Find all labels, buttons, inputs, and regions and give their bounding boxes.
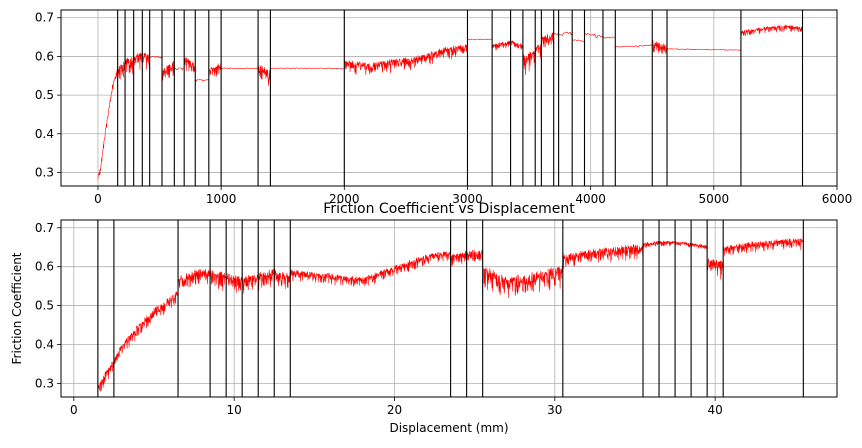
top-chart-series-segment bbox=[257, 65, 271, 86]
top-chart-series-segment bbox=[558, 31, 573, 36]
top-chart-y-tick-label: 0.5 bbox=[35, 88, 54, 102]
top-chart-vlines bbox=[117, 10, 804, 186]
bottom-chart-y-tick-label: 0.5 bbox=[35, 299, 54, 313]
bottom-chart-x-tick-label: 30 bbox=[547, 403, 562, 417]
bottom-chart-series-segment bbox=[482, 265, 564, 299]
top-chart-series-segment bbox=[602, 36, 616, 39]
bottom-chart-series-segment bbox=[706, 258, 724, 280]
bottom-chart-series-segment bbox=[722, 238, 804, 256]
top-chart-series-segment bbox=[667, 48, 742, 51]
top-chart-series-segment bbox=[584, 33, 604, 39]
top-chart-x-tick-label: 4000 bbox=[575, 192, 606, 206]
top-chart-x-ticks: 0 1000 2000 3000 4000 5000 6000 bbox=[94, 186, 852, 206]
top-chart-series-segment bbox=[571, 38, 585, 43]
bottom-chart-y-ticks: 0.3 0.4 0.5 0.6 0.7 bbox=[35, 221, 61, 390]
bottom-chart-x-tick-label: 10 bbox=[227, 403, 242, 417]
top-chart: 0 1000 2000 3000 4000 5000 6000 0.30.40.50.60.… bbox=[35, 9, 852, 206]
top-chart-series-segment bbox=[522, 43, 542, 76]
top-chart-series-segment bbox=[467, 38, 493, 41]
bottom-chart-series-segment bbox=[562, 244, 644, 269]
top-chart-x-tick-label: 3000 bbox=[452, 192, 483, 206]
bottom-chart-x-tick-label: 40 bbox=[708, 403, 723, 417]
bottom-chart-y-tick-label: 0.3 bbox=[35, 376, 54, 390]
top-chart-series-segment bbox=[651, 40, 668, 55]
top-chart-series-segment bbox=[541, 32, 554, 48]
top-chart-series-segment bbox=[615, 44, 653, 48]
bottom-chart-vlines bbox=[97, 220, 804, 397]
bottom-chart-y-tick-label: 0.6 bbox=[35, 260, 54, 274]
top-chart-series-segment bbox=[344, 44, 468, 76]
top-chart-y-tick-label: 0.3 bbox=[35, 165, 54, 179]
top-chart-series-segment bbox=[208, 63, 222, 77]
top-chart-series-segment bbox=[553, 33, 559, 36]
top-chart-x-tick-label: 0 bbox=[94, 192, 102, 206]
bottom-chart-x-tick-label: 0 bbox=[70, 403, 78, 417]
top-chart-series-segment bbox=[510, 39, 524, 50]
bottom-chart-series-segment bbox=[97, 291, 179, 392]
top-chart-y-tick-label: 0.4 bbox=[35, 127, 54, 141]
top-chart-y-tick-label: 0.6 bbox=[35, 49, 54, 63]
bottom-chart-x-ticks: 0 10 20 30 40 bbox=[70, 397, 723, 417]
bottom-chart-title: Friction Coefficient vs Displacement bbox=[323, 201, 575, 217]
top-chart-x-tick-label: 1000 bbox=[206, 192, 237, 206]
top-chart-series-segment bbox=[491, 40, 511, 51]
top-chart-series-segment bbox=[97, 68, 118, 180]
top-chart-x-tick-label: 6000 bbox=[822, 192, 853, 206]
top-chart-y-ticks: 0.3 0.4 0.5 0.6 0.7 bbox=[35, 11, 61, 179]
top-chart-series bbox=[97, 24, 803, 180]
bottom-chart-y-tick-label: 0.4 bbox=[35, 337, 54, 351]
top-chart-series-segment bbox=[740, 24, 803, 38]
bottom-chart-y-axis-label: Friction Coefficient bbox=[10, 252, 24, 364]
bottom-chart-series-segment bbox=[289, 250, 451, 287]
bottom-chart-y-tick-label: 0.7 bbox=[35, 221, 54, 235]
bottom-chart-frame bbox=[60, 219, 838, 398]
top-chart-y-tick-label: 0.7 bbox=[35, 11, 54, 25]
top-chart-frame bbox=[60, 9, 838, 187]
top-chart-series-segment bbox=[161, 61, 175, 85]
bottom-chart-x-axis-label: Displacement (mm) bbox=[389, 421, 508, 435]
top-chart-series-segment bbox=[221, 67, 259, 70]
top-chart-x-tick-label: 2000 bbox=[329, 192, 360, 206]
top-chart-series-segment bbox=[270, 67, 345, 70]
top-chart-series-segment bbox=[195, 79, 209, 82]
top-chart-series-segment bbox=[183, 57, 196, 73]
bottom-chart-x-tick-label: 20 bbox=[387, 403, 402, 417]
bottom-chart-series-segment bbox=[177, 268, 291, 294]
top-chart-x-tick-label: 5000 bbox=[699, 192, 730, 206]
top-chart-series-segment bbox=[174, 67, 185, 71]
top-chart-series-segment bbox=[149, 55, 163, 59]
bottom-chart: 0 10 20 30 40 0.3 0.4 0.5 0.6 0.7 Friction Coeff… bbox=[10, 201, 838, 435]
